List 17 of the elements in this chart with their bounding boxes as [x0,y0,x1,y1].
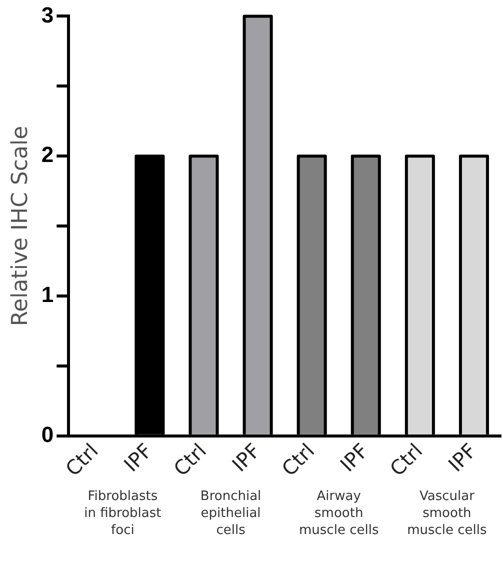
x-tick-label: Ctrl [60,438,103,481]
text: Bronchial epithelial cells [200,488,262,538]
x-tick-label: IPF [227,438,266,476]
x-tick-label: Ctrl [276,438,320,481]
y-tick-label: 2 [41,142,54,168]
text: Vascular smooth muscle cells [407,488,488,538]
x-tick-label: IPF [335,438,374,476]
x-tick-label: IPF [119,438,157,476]
y-axis-title: Relative IHC Scale [8,126,33,326]
x-tick-label: IPF [443,438,482,476]
text: Fibroblasts in fibroblast foci [84,488,162,538]
x-tick-label: Ctrl [385,438,428,481]
y-tick-label: 0 [41,422,54,447]
x-tick-label: Ctrl [168,438,211,481]
y-tick-label: 3 [41,2,54,28]
y-tick-label: 1 [41,282,54,308]
text: Airway smooth muscle cells [299,488,379,538]
